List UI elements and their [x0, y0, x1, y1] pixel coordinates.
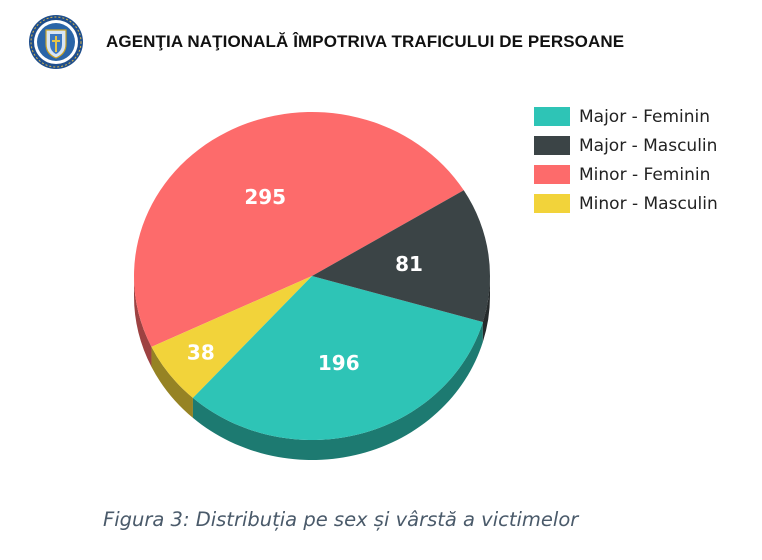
pie-slices-layer — [134, 112, 490, 440]
legend-item: Minor - Masculin — [534, 189, 718, 218]
legend-swatch — [534, 165, 570, 184]
mai-emblem-logo — [29, 15, 83, 69]
legend-item: Major - Masculin — [534, 131, 718, 160]
organization-title: AGENŢIA NAŢIONALĂ ÎMPOTRIVA TRAFICULUI D… — [106, 32, 625, 51]
legend-item: Minor - Feminin — [534, 160, 718, 189]
pie-depth-layer — [134, 276, 490, 460]
legend-label: Minor - Masculin — [579, 193, 718, 214]
legend-item: Major - Feminin — [534, 102, 718, 131]
header: AGENŢIA NAŢIONALĂ ÎMPOTRIVA TRAFICULUI D… — [28, 12, 624, 72]
legend-label: Major - Feminin — [579, 106, 711, 127]
chart-legend: Major - Feminin Major - Masculin Minor - F… — [534, 102, 718, 218]
pie-labels-layer: 295 38 196 81 — [187, 185, 423, 375]
legend-label: Minor - Feminin — [579, 164, 711, 185]
pie-data-label: 196 — [318, 351, 360, 375]
pie-data-label: 38 — [187, 341, 215, 365]
pie-side-minor-masculin — [151, 346, 193, 418]
legend-swatch — [534, 194, 570, 213]
legend-label: Major - Masculin — [579, 135, 718, 156]
pie-slice-minor-feminin — [134, 112, 464, 347]
figure-caption: Figura 3: Distribuția pe sex și vârstă a… — [103, 508, 579, 531]
pie-side-major-feminin — [192, 322, 483, 460]
pie-data-label: 295 — [244, 185, 286, 209]
pie-side-minor-feminin — [134, 276, 152, 367]
pie-data-label: 81 — [395, 252, 423, 276]
pie-slice-major-masculin — [312, 190, 490, 323]
pie-slice-minor-masculin — [151, 276, 312, 398]
legend-swatch — [534, 136, 570, 155]
pie-side-major-masculin — [482, 276, 490, 343]
pie-slice-major-feminin — [192, 276, 483, 440]
legend-swatch — [534, 107, 570, 126]
